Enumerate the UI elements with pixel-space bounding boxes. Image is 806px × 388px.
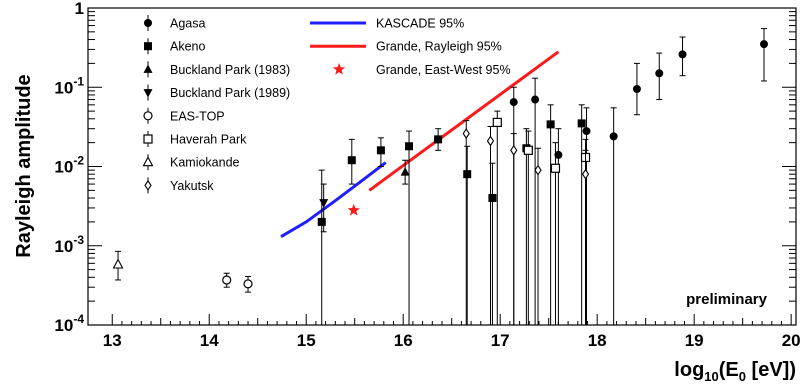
series-group	[400, 159, 410, 185]
series-line	[368, 50, 560, 192]
data-point	[510, 144, 518, 156]
legend-marker-swatch	[144, 19, 152, 27]
x-tick-label: 16	[394, 331, 413, 350]
legend-label: Kamiokande	[170, 156, 240, 170]
data-point	[347, 156, 356, 165]
legend-label: Grande, Rayleigh 95%	[376, 40, 502, 54]
data-point	[434, 135, 443, 144]
data-point	[655, 69, 664, 78]
legend-entry: EAS-TOP	[143, 107, 225, 124]
data-point	[317, 217, 326, 226]
legend-label: Grande, East-West 95%	[376, 63, 511, 77]
data-point	[523, 145, 533, 155]
legend-marker-swatch	[143, 64, 153, 73]
legend-marker-swatch	[142, 156, 154, 167]
legend-label: KASCADE 95%	[376, 17, 464, 31]
legend-entry: Buckland Park (1989)	[143, 84, 290, 101]
data-point	[462, 128, 470, 140]
data-point	[632, 85, 641, 94]
data-point	[577, 119, 586, 128]
data-point-star	[347, 203, 360, 216]
series-group	[222, 272, 253, 293]
data-point	[546, 120, 555, 129]
x-tick-label: 18	[588, 331, 607, 350]
data-point	[222, 275, 232, 285]
x-tick-label: 17	[491, 331, 510, 350]
series-group	[317, 104, 586, 325]
legend-marker-swatch	[144, 42, 152, 51]
data-point	[488, 194, 497, 203]
y-tick-label: 10-2	[54, 154, 84, 177]
data-point	[759, 40, 768, 49]
legend-label: EAS-TOP	[170, 109, 225, 123]
data-point	[376, 146, 385, 155]
legend-star-swatch	[332, 62, 346, 75]
series-group	[112, 250, 124, 281]
y-axis-title: Rayleigh amplitude	[13, 74, 35, 257]
data-point	[405, 142, 414, 151]
x-axis-title: log10(E0 [eV])	[674, 359, 796, 384]
legend-entry: Akeno	[144, 38, 205, 55]
series-group	[492, 110, 591, 325]
data-point	[531, 95, 540, 104]
legend-label: Agasa	[170, 17, 205, 31]
axis-ticks	[88, 11, 796, 326]
legend-entry: Yakutsk	[144, 177, 214, 194]
legend-label: Buckland Park (1989)	[170, 86, 290, 100]
legend-label: Yakutsk	[170, 179, 214, 193]
preliminary-annotation: preliminary	[686, 291, 768, 308]
legend: Agasa Akeno Buckland Park (1983) Buckland P…	[142, 15, 511, 194]
series-group	[509, 28, 768, 325]
series-group	[462, 120, 590, 325]
legend-marker-swatch	[143, 134, 153, 144]
data-point	[550, 163, 561, 173]
data-point	[554, 150, 563, 159]
data-point	[492, 117, 502, 128]
x-tick-label: 20	[782, 331, 801, 350]
y-tick-label: 1	[75, 0, 84, 18]
tick-labels: 13 14 15 16 17 18 19 20 10-4 10-3 10-2 10-1 1	[54, 0, 800, 350]
data-point	[486, 135, 495, 147]
series-group	[319, 183, 329, 233]
series-line	[280, 161, 387, 238]
legend-entry: KASCADE 95%	[310, 17, 464, 31]
legend-entry: Buckland Park (1983)	[143, 61, 290, 78]
x-tick-label: 15	[297, 331, 316, 350]
x-tick-label: 19	[685, 331, 704, 350]
legend-entry: Agasa	[144, 15, 205, 31]
legend-entry: Kamiokande	[142, 154, 240, 171]
data-point	[463, 170, 472, 179]
y-tick-label: 10-3	[54, 233, 84, 256]
legend-marker-swatch	[143, 89, 153, 98]
legend-label: Akeno	[170, 40, 205, 54]
x-tick-label: 14	[200, 331, 219, 350]
legend-marker-swatch	[143, 111, 153, 121]
data-point	[319, 199, 329, 208]
legend-label: Buckland Park (1983)	[170, 63, 290, 77]
x-tick-label: 13	[103, 331, 122, 350]
data-point	[509, 98, 518, 107]
y-tick-label: 10-4	[54, 312, 84, 335]
data-point	[243, 279, 253, 289]
data-point	[534, 164, 542, 176]
y-tick-label: 10-1	[54, 74, 84, 97]
data-point	[609, 132, 618, 141]
data-point	[582, 127, 591, 136]
legend-label: Haverah Park	[170, 133, 247, 147]
legend-entry: Grande, Rayleigh 95%	[310, 40, 502, 54]
data-point	[581, 168, 590, 180]
legend-marker-swatch	[144, 179, 152, 191]
legend-entry: Haverah Park	[143, 131, 247, 147]
data-point	[400, 167, 410, 176]
data-point	[678, 50, 687, 59]
legend-entry: Grande, East-West 95%	[332, 62, 511, 77]
data-point	[112, 258, 124, 269]
series-layer	[112, 28, 768, 325]
